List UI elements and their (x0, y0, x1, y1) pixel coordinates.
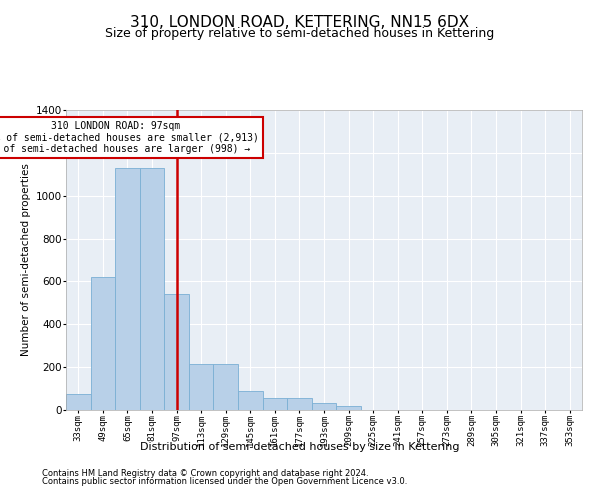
Bar (140, 168, 164, 410)
Bar (91, 277, 115, 410)
Text: Distribution of semi-detached houses by size in Kettering: Distribution of semi-detached houses by … (140, 442, 460, 452)
Bar (115, 168, 140, 410)
Text: 310, LONDON ROAD, KETTERING, NN15 6DX: 310, LONDON ROAD, KETTERING, NN15 6DX (130, 15, 470, 30)
Bar (66, 394, 91, 410)
Y-axis label: Number of semi-detached properties: Number of semi-detached properties (22, 164, 31, 356)
Bar (336, 406, 361, 410)
Bar (312, 402, 336, 410)
Bar (263, 398, 287, 410)
Bar (189, 364, 214, 410)
Text: Contains public sector information licensed under the Open Government Licence v3: Contains public sector information licen… (42, 477, 407, 486)
Text: 310 LONDON ROAD: 97sqm
← 74% of semi-detached houses are smaller (2,913)
25% of : 310 LONDON ROAD: 97sqm ← 74% of semi-det… (0, 120, 259, 154)
Text: Contains HM Land Registry data © Crown copyright and database right 2024.: Contains HM Land Registry data © Crown c… (42, 468, 368, 477)
Bar (214, 364, 238, 410)
Text: Size of property relative to semi-detached houses in Kettering: Size of property relative to semi-detach… (106, 28, 494, 40)
Bar (238, 390, 263, 410)
Bar (287, 398, 312, 410)
Bar (164, 294, 189, 410)
